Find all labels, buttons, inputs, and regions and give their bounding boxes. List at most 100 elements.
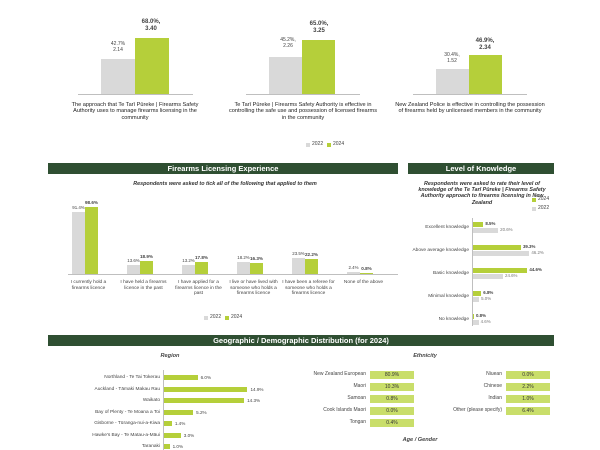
region-category-label: Gisborne - Tūranga-nui-a-Kiwa: [94, 421, 160, 426]
knowledge-bar-2022: [473, 251, 530, 256]
knowledge-legend-2024-label: 2024: [538, 196, 550, 202]
legend-2024-swatch: [327, 143, 331, 147]
top3-2024-label: 46.9%, 2.34: [475, 38, 495, 51]
ethnicity-label: Maori: [353, 383, 366, 389]
legend-2024-label: 2024: [333, 141, 345, 147]
knowledge-legend-2022-label: 2022: [538, 205, 550, 211]
knowledge-bar-2022: [473, 274, 503, 279]
ethnicity-label: Indian: [488, 395, 502, 401]
licensing-bar-2022: [237, 261, 250, 274]
knowledge-bar-2022: [473, 320, 479, 325]
region-category-label: Bay of Plenty - Te Moana a Toi: [95, 409, 160, 415]
licensing-value-2022: 13.2%: [182, 258, 195, 264]
top1-bar-2024: [135, 37, 169, 94]
top1-2024-label: 68.0%, 3.40: [141, 19, 161, 32]
top2-bar-2024: [302, 40, 335, 94]
top1-axis: [78, 94, 193, 95]
licensing-bar-2022: [182, 265, 195, 274]
region-bar: [164, 386, 248, 392]
top2-axis: [246, 94, 360, 95]
ethnicity-value: 80.9%: [370, 371, 414, 379]
ethnicity-label: Niuean: [486, 371, 502, 377]
region-axis: [163, 370, 164, 450]
knowledge-bar-2022: [473, 297, 480, 302]
knowledge-legend-2022-swatch: [532, 207, 536, 211]
knowledge-category-label: Basic knowledge: [433, 271, 469, 276]
age-gender-title: Age / Gender: [402, 437, 438, 443]
knowledge-value-2024: 44.6%: [529, 267, 542, 272]
ethnicity-label: New Zealand European: [313, 371, 366, 377]
knowledge-axis: [472, 218, 473, 326]
knowledge-value-2022: 46.2%: [531, 250, 544, 255]
knowledge-value-2024: 39.3%: [522, 244, 536, 249]
ethnicity-value: 0.4%: [370, 419, 414, 427]
region-title: Region: [160, 353, 180, 359]
licensing-bar-2022: [292, 258, 305, 274]
knowledge-subtitle: Respondents were asked to rate their lev…: [418, 181, 546, 206]
ethnicity-value: 1.0%: [506, 395, 550, 403]
top1-2022-label: 42.7% 2.14: [110, 41, 126, 53]
region-bar: [164, 375, 198, 380]
region-value: 14.3%: [247, 398, 261, 403]
licensing-banner: Firearms Licensing Experience: [48, 163, 398, 174]
licensing-legend-2022-swatch: [204, 316, 208, 320]
knowledge-value-2024: 6.8%: [483, 290, 494, 295]
knowledge-bar-2024: [473, 291, 482, 296]
ethnicity-label: Samoan: [347, 395, 366, 401]
licensing-legend-2022-label: 2022: [210, 314, 222, 320]
licensing-category-label: I have been a referee for someone who ho…: [282, 280, 335, 297]
licensing-bar-2024: [305, 258, 318, 274]
legend-2022-label: 2022: [312, 141, 324, 147]
geo-banner: Geographic / Demographic Distribution (f…: [48, 335, 554, 346]
region-bar: [164, 398, 245, 403]
licensing-bar-2022: [347, 272, 360, 274]
region-category-label: Auckland - Tāmaki Makau Rau: [94, 386, 161, 392]
licensing-legend-2024-swatch: [225, 316, 229, 320]
region-value: 5.2%: [196, 409, 207, 415]
top3-axis: [413, 94, 527, 95]
top1-bar-2022: [101, 58, 135, 94]
region-bar: [164, 432, 181, 438]
ethnicity-title: Ethnicity: [413, 353, 437, 359]
licensing-category-label: I have held a firearms licence in the pa…: [120, 280, 167, 291]
ethnicity-label: Other (please specify): [453, 407, 502, 413]
region-category-label: Waikato: [142, 398, 160, 403]
ethnicity-label: Tongan: [349, 419, 366, 425]
knowledge-bar-2024: [473, 314, 474, 319]
top2-bar-2022: [269, 56, 302, 94]
knowledge-value-2022: 24.6%: [505, 273, 518, 278]
region-category-label: Taranaki: [141, 444, 160, 449]
licensing-axis: [68, 274, 398, 275]
knowledge-category-label: No knowledge: [438, 317, 469, 322]
region-category-label: Hawke's Bay - Te Matau-a-Māui: [92, 432, 160, 438]
region-value: 3.0%: [183, 432, 195, 438]
licensing-value-2024: 18.9%: [139, 254, 154, 260]
region-bar: [164, 444, 170, 449]
top2-2024-label: 65.0%, 3.25: [309, 21, 329, 34]
licensing-bar-2024: [140, 261, 153, 274]
region-value: 14.9%: [250, 386, 264, 392]
knowledge-value-2022: 5.0%: [481, 296, 492, 301]
region-value: 6.0%: [200, 375, 212, 380]
knowledge-value-2022: 4.6%: [480, 319, 491, 324]
licensing-value-2022: 13.6%: [127, 257, 140, 263]
knowledge-value-2022: 20.6%: [500, 227, 513, 232]
top1-caption: The approach that Te Tarī Pūreke | Firea…: [71, 102, 199, 121]
licensing-value-2022: 91.4%: [72, 204, 85, 210]
top3-caption: New Zealand Police is effective in contr…: [395, 102, 545, 115]
knowledge-bar-2022: [473, 228, 499, 233]
licensing-value-2024: 0.8%: [361, 266, 372, 272]
ethnicity-value: 10.3%: [370, 383, 414, 391]
knowledge-category-label: Minimal knowledge: [428, 294, 469, 299]
licensing-legend-2024-label: 2024: [231, 314, 243, 320]
licensing-value-2024: 16.3%: [249, 255, 264, 261]
knowledge-value-2024: 8.5%: [485, 221, 496, 226]
licensing-bar-2024: [250, 262, 263, 274]
knowledge-category-label: Above average knowledge: [412, 248, 469, 253]
region-value: 1.4%: [174, 421, 186, 426]
licensing-value-2022: 18.2%: [237, 254, 250, 260]
knowledge-category-label: Excellent knowledge: [425, 225, 469, 230]
top3-bar-2022: [436, 68, 469, 94]
ethnicity-label: Cook Islands Maori: [323, 407, 366, 413]
licensing-category-label: I have applied for a firearms licence in…: [175, 280, 222, 297]
